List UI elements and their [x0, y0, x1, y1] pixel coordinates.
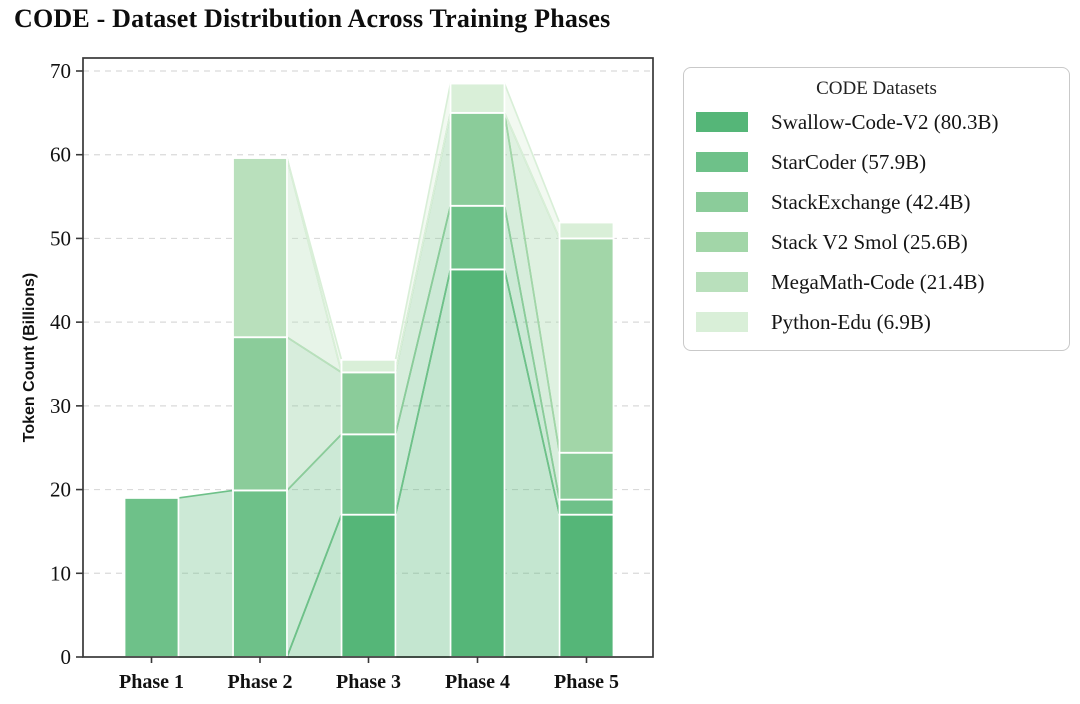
legend-row: Stack V2 Smol (25.6B): [684, 222, 1069, 262]
x-tick-label: Phase 1: [119, 671, 184, 693]
y-tick-label: 20: [50, 478, 71, 502]
bar-segment-stackexchange: [340, 371, 397, 436]
legend-swatch-icon: [696, 192, 748, 212]
y-tick-label: 40: [50, 310, 71, 334]
bar-segment-python-edu: [340, 358, 397, 374]
legend-row: StarCoder (57.9B): [684, 142, 1069, 182]
bar-segment-starcoder: [449, 204, 506, 271]
x-tick-label: Phase 5: [554, 671, 619, 693]
bar-segment-swallow-code-v2: [558, 513, 615, 658]
legend-label: MegaMath-Code (21.4B): [771, 269, 985, 294]
legend-swatch-icon: [696, 232, 748, 252]
bar-segment-starcoder: [232, 489, 288, 658]
legend-row: MegaMath-Code (21.4B): [684, 262, 1069, 302]
legend-box: CODE Datasets Swallow-Code-V2 (80.3B) Sta…: [683, 67, 1070, 351]
bar-segment-python-edu: [558, 221, 615, 240]
bar-segment-megamath-code: [232, 157, 288, 339]
y-tick-label: 10: [50, 561, 71, 585]
legend-label: Swallow-Code-V2 (80.3B): [771, 109, 999, 134]
legend-swatch-icon: [696, 152, 748, 172]
x-tick-label: Phase 2: [228, 671, 293, 693]
bar-segment-stack v2 smol: [558, 237, 615, 454]
y-tick-label: 70: [50, 59, 71, 83]
y-tick-label: 0: [61, 645, 72, 669]
x-tick-label: Phase 3: [336, 671, 401, 693]
legend-row: Swallow-Code-V2 (80.3B): [684, 102, 1069, 142]
legend-swatch-icon: [696, 112, 748, 132]
legend-items: Swallow-Code-V2 (80.3B) StarCoder (57.9B)…: [684, 102, 1069, 342]
bar-segment-stackexchange: [449, 111, 506, 207]
bar-segment-swallow-code-v2: [449, 268, 506, 658]
legend-row: StackExchange (42.4B): [684, 182, 1069, 222]
bar-segment-python-edu: [449, 82, 506, 114]
y-tick-label: 30: [50, 394, 71, 418]
legend-label: StackExchange (42.4B): [771, 189, 971, 214]
y-tick-label: 50: [50, 226, 71, 250]
y-axis-label: Token Count (Billions): [21, 273, 38, 442]
bar-segment-starcoder: [123, 497, 180, 658]
legend-swatch-icon: [696, 312, 748, 332]
legend-title: CODE Datasets: [816, 78, 937, 99]
legend-label: Python-Edu (6.9B): [771, 309, 931, 334]
legend-swatch-icon: [696, 272, 748, 292]
bar-segment-swallow-code-v2: [340, 513, 397, 658]
flow-band-starcoder: [177, 489, 234, 658]
x-tick-label: Phase 4: [445, 671, 510, 693]
legend-row: Python-Edu (6.9B): [684, 302, 1069, 342]
bar-segment-stackexchange: [558, 451, 615, 501]
bar-segment-starcoder: [558, 498, 615, 516]
bar-segment-starcoder: [340, 433, 397, 516]
legend-label: StarCoder (57.9B): [771, 149, 927, 174]
legend-label: Stack V2 Smol (25.6B): [771, 229, 968, 254]
chart-title: CODE - Dataset Distribution Across Train…: [14, 4, 611, 33]
y-tick-label: 60: [50, 143, 71, 167]
bar-segment-stackexchange: [232, 336, 288, 492]
